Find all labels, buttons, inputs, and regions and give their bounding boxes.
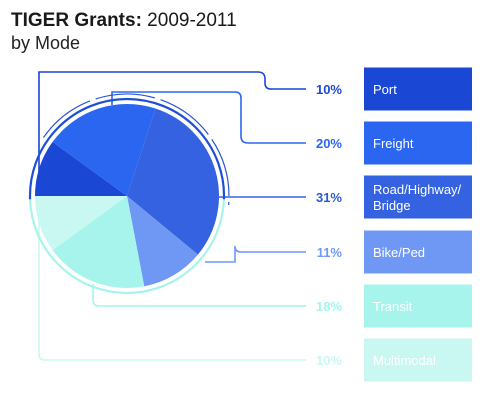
leader-line-port [38, 71, 306, 196]
outer-rings [28, 93, 230, 294]
legend-box-multimodal [364, 338, 472, 382]
legend-label-bike-ped: Bike/Ped [373, 245, 425, 260]
leader-line-multimodal [38, 200, 306, 361]
leader-lines [38, 71, 306, 361]
pct-label-freight: 20% [316, 136, 342, 151]
legend-label-transit: Transit [373, 299, 413, 314]
legend-box-transit [364, 284, 472, 328]
pct-label-road-highway-bridge: 31% [316, 190, 342, 205]
leader-line-bike-ped [205, 245, 306, 263]
leader-line-freight [111, 91, 306, 144]
chart-title-bold: TIGER Grants: [11, 10, 142, 31]
chart-subtitle: by Mode [11, 33, 81, 53]
pie-slice-port [35, 141, 127, 196]
pie-slices [34, 103, 220, 289]
outer-ring-thin [42, 93, 230, 205]
legend-box-bike-ped [364, 230, 472, 274]
legend-box-port [364, 67, 472, 111]
pie-slice-road-highway-bridge [127, 108, 220, 255]
pct-label-transit: 18% [316, 299, 342, 314]
legend-label-road-highway-bridge-line1: Road/Highway/ [373, 182, 462, 197]
chart-title-years: 2009-2011 [141, 10, 237, 31]
legend-label-port: Port [373, 82, 397, 97]
legend-label-freight: Freight [373, 136, 414, 151]
pct-label-multimodal: 10% [316, 353, 342, 368]
pie-slice-freight [52, 103, 156, 196]
outer-ring-teal [28, 199, 226, 294]
pct-label-port: 10% [316, 82, 342, 97]
leader-line-transit [92, 284, 306, 307]
outer-ring-blue [28, 97, 226, 200]
legend-label-multimodal: Multimodal [373, 353, 436, 368]
chart-title: TIGER Grants: 2009-2011 [11, 10, 237, 32]
pct-label-bike-ped: 11% [317, 245, 343, 260]
legend-box-road-highway-bridge [364, 175, 472, 219]
pie-slice-transit [52, 196, 145, 289]
chart-title-block: TIGER Grants: 2009-2011 by Mode [11, 10, 237, 54]
legend-label-road-highway-bridge-line2: Bridge [373, 198, 411, 213]
pie-slice-bike-ped [127, 196, 198, 287]
legend-box-freight [364, 121, 472, 165]
legend-labels: 10% Port 20% Freight 31% Road/Highway/Bridge 1… [316, 67, 472, 382]
pie-slice-multimodal [34, 196, 127, 251]
